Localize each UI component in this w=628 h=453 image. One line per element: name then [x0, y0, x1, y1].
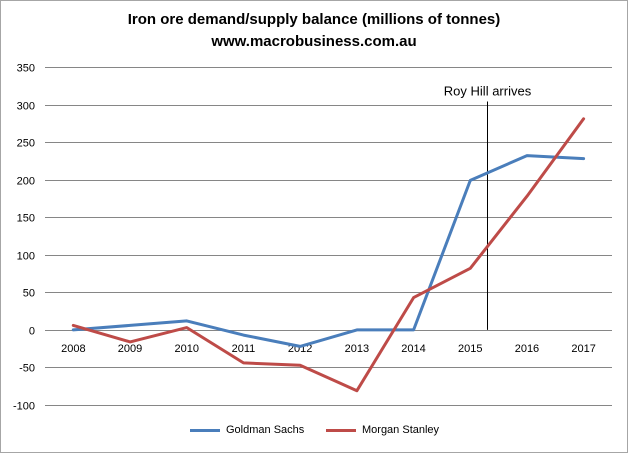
- legend-label-goldman: Goldman Sachs: [226, 424, 305, 436]
- legend-swatch-goldman: [190, 428, 220, 432]
- y-tick-label: 200: [17, 176, 35, 188]
- annotation: Roy Hill arrives: [444, 84, 532, 330]
- series-line-morgan-stanley: [71, 117, 586, 393]
- y-tick-label: -100: [13, 401, 35, 413]
- chart-subtitle: www.macrobusiness.com.au: [211, 33, 417, 50]
- x-tick-label: 2017: [571, 343, 595, 355]
- x-tick-label: 2016: [515, 343, 539, 355]
- x-tick-label: 2009: [118, 343, 142, 355]
- legend-label-morgan: Morgan Stanley: [362, 424, 440, 436]
- y-tick-label: 150: [17, 213, 35, 225]
- legend-swatch-morgan: [326, 428, 356, 432]
- x-tick-label: 2008: [61, 343, 85, 355]
- x-tick-label: 2011: [232, 343, 256, 355]
- x-tick-label: 2013: [345, 343, 369, 355]
- axes: -100 -50 0 50 100 150 200 250 300 350 2008 2009 2010…: [13, 63, 596, 413]
- series-line-goldman-sachs: [71, 154, 586, 348]
- y-tick-label: 50: [23, 288, 35, 300]
- legend-item-morgan: Morgan Stanley: [326, 424, 439, 436]
- annotation-label: Roy Hill arrives: [444, 84, 532, 99]
- x-tick-label: 2015: [458, 343, 482, 355]
- y-tick-label: 250: [17, 138, 35, 150]
- y-tick-label: 300: [17, 101, 35, 113]
- gridlines: [45, 67, 612, 406]
- series-lines: [71, 117, 586, 393]
- x-tick-label: 2014: [401, 343, 425, 355]
- y-tick-label: 350: [17, 63, 35, 75]
- chart-title: Iron ore demand/supply balance (millions…: [127, 11, 501, 28]
- y-tick-label: -50: [19, 363, 35, 375]
- legend: Goldman Sachs Morgan Stanley: [0, 424, 628, 442]
- x-tick-label: 2010: [175, 343, 199, 355]
- y-tick-label: 0: [29, 326, 35, 338]
- legend-item-goldman: Goldman Sachs: [190, 424, 304, 436]
- y-tick-label: 100: [17, 251, 35, 263]
